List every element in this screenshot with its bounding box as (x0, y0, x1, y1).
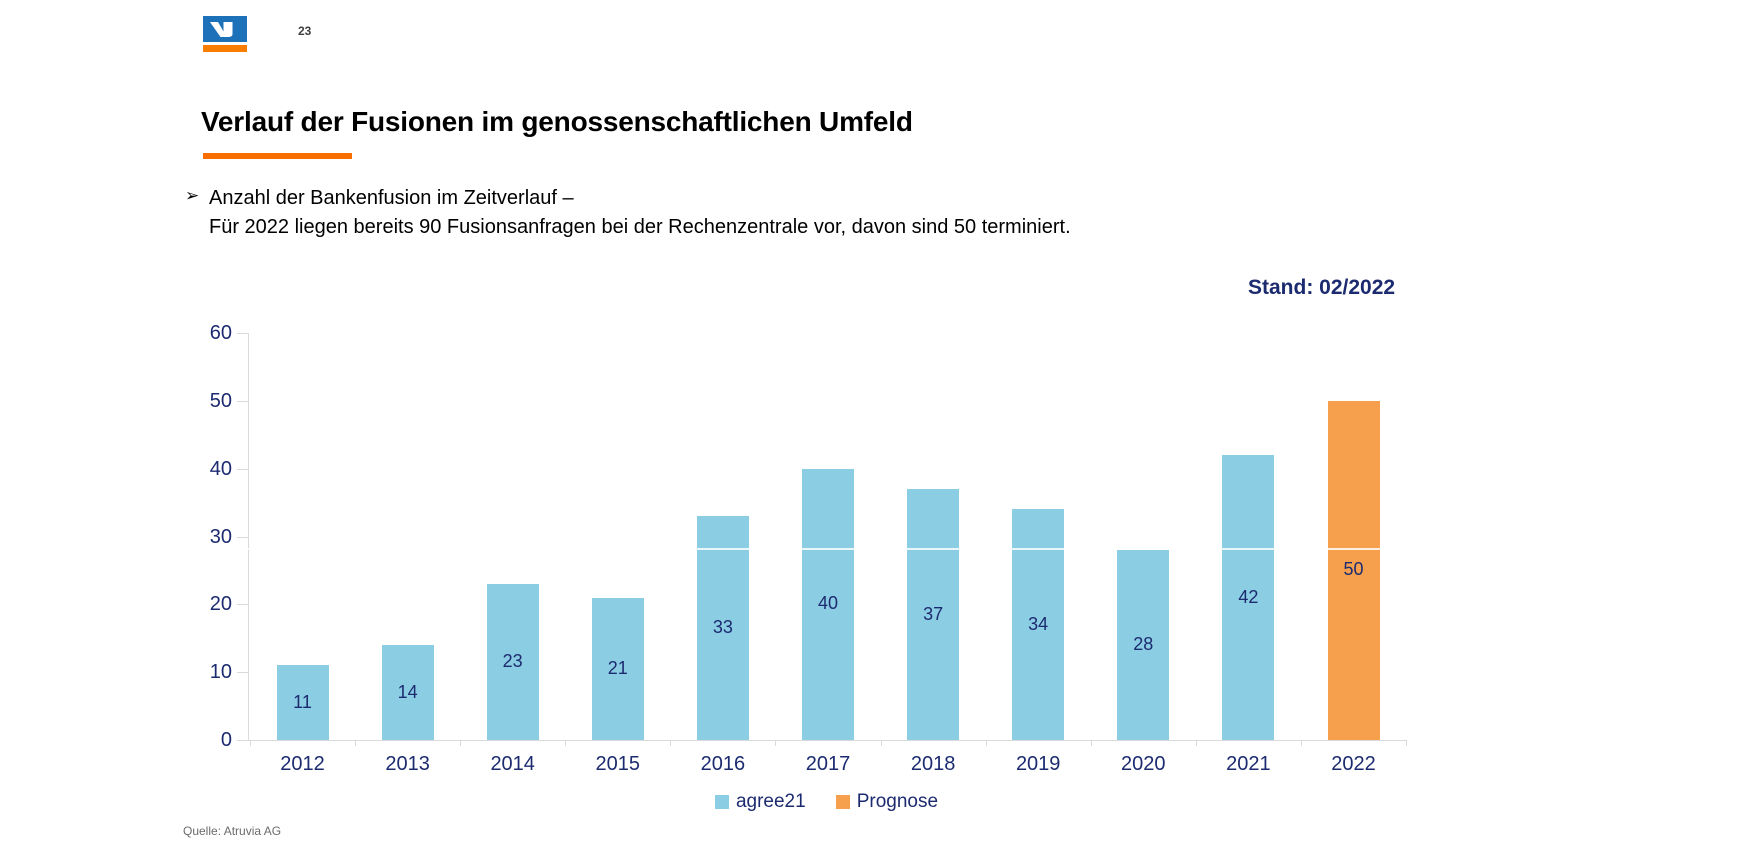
y-tick (237, 672, 248, 674)
y-tick-label: 60 (209, 322, 232, 344)
bar-2019 (1012, 509, 1065, 740)
bar-2018 (907, 489, 960, 740)
y-tick (237, 333, 248, 334)
x-axis-label-2016: 2016 (700, 753, 746, 775)
x-axis-label-2022: 2022 (1331, 753, 1376, 775)
y-tick (237, 468, 248, 470)
y-tick-label: 50 (209, 389, 232, 412)
bullet-line-1: Anzahl der Bankenfusion im Zeitverlauf – (209, 187, 574, 209)
legend-swatch-icon (835, 795, 850, 809)
x-tick (1090, 740, 1092, 746)
bar-value-label: 28 (1133, 634, 1154, 655)
bar-value-label: 42 (1238, 586, 1259, 607)
x-axis-line (248, 740, 1406, 741)
bar-2016 (696, 516, 749, 740)
bar-2014 (486, 583, 539, 740)
x-axis-label-2014: 2014 (490, 753, 535, 775)
bar-value-label: 50 (1343, 559, 1364, 580)
bar-value-label: 40 (817, 593, 839, 614)
volksbanken-vr-logo (203, 16, 247, 53)
y-tick (237, 604, 248, 606)
x-axis-label-2020: 2020 (1121, 753, 1166, 775)
bar-2013 (381, 645, 434, 740)
x-tick (985, 740, 987, 746)
legend-item-agree21: agree21 (714, 791, 806, 813)
x-axis-label-2013: 2013 (385, 753, 430, 775)
stand-label: Stand: 02/2022 (1248, 276, 1396, 299)
x-tick (1406, 740, 1408, 746)
bullet-line-2: Für 2022 liegen bereits 90 Fusionsanfrag… (209, 216, 1071, 238)
chart-legend: agree21 Prognose (248, 791, 1405, 813)
bar-value-label: 23 (502, 650, 523, 671)
y-tick-label: 0 (220, 729, 232, 751)
x-axis-label-2012: 2012 (280, 753, 325, 775)
slide-title: Verlauf der Fusionen im genossenschaftli… (201, 106, 913, 137)
y-tick-label: 20 (209, 593, 232, 616)
title-underline (203, 153, 352, 159)
bar-2017 (802, 468, 854, 740)
bar-2021 (1222, 455, 1275, 740)
legend-item-Prognose: Prognose (835, 791, 939, 813)
x-axis-label-2018: 2018 (910, 753, 956, 775)
x-axis-label-2021: 2021 (1226, 753, 1271, 775)
bar-value-label: 37 (923, 603, 944, 624)
legend-label: agree21 (735, 791, 806, 812)
x-axis-label-2019: 2019 (1015, 753, 1061, 775)
x-tick (775, 740, 777, 746)
legend-label: Prognose (856, 791, 939, 812)
x-axis-label-2017: 2017 (805, 753, 851, 775)
x-axis-label-2015: 2015 (595, 753, 641, 775)
page-number: 23 (298, 24, 312, 38)
bar-2012 (276, 665, 329, 740)
footer-source: Quelle: Atruvia AG (183, 824, 282, 838)
x-tick (1300, 740, 1302, 746)
y-tick (237, 400, 248, 402)
x-tick (460, 740, 462, 746)
y-tick (237, 536, 248, 538)
bar-2020 (1117, 550, 1170, 740)
bar-value-label: 21 (607, 657, 628, 678)
y-tick-label: 30 (209, 525, 232, 548)
x-tick (880, 740, 882, 746)
bar-2015 (591, 597, 644, 740)
x-tick (249, 740, 251, 746)
y-tick-label: 10 (209, 661, 232, 684)
bar-value-label: 14 (397, 681, 418, 702)
vr-logo-icon (203, 16, 247, 52)
bullet-arrow-icon: ➢ (185, 186, 200, 205)
bar-2022 (1327, 400, 1380, 740)
bar-value-label: 11 (293, 691, 312, 712)
bar-value-label: 33 (712, 617, 733, 638)
bar-value-label: 34 (1028, 613, 1049, 634)
y-tick (237, 740, 248, 741)
bullet-item: ➢ Anzahl der Bankenfusion im Zeitverlauf… (185, 184, 1071, 242)
y-tick-label: 40 (209, 457, 232, 480)
plot-white-line (248, 548, 1405, 550)
y-axis-line (248, 333, 249, 740)
x-tick (355, 740, 357, 746)
x-tick (670, 740, 672, 746)
legend-swatch-icon (714, 795, 729, 809)
x-tick (1195, 740, 1197, 746)
x-tick (565, 740, 567, 746)
